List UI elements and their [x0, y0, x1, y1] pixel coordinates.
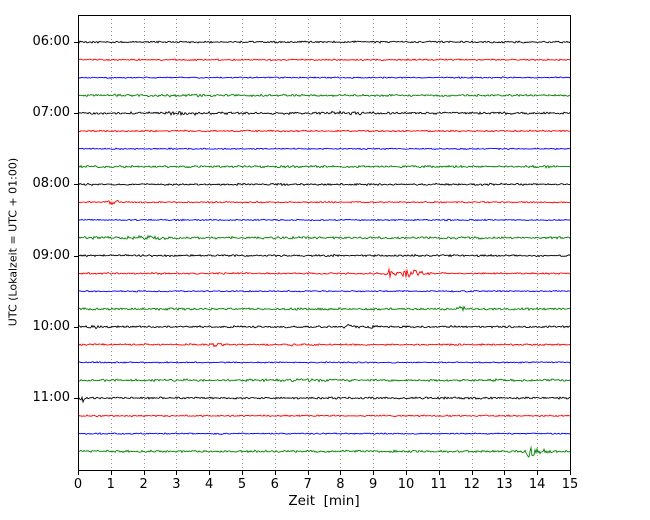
- x-tick-label: 0: [73, 477, 83, 492]
- x-axis-title: Zeit [min]: [288, 493, 360, 509]
- x-tick-label: 3: [172, 477, 181, 492]
- x-tick-label: 9: [369, 477, 378, 492]
- x-tick-label: 4: [205, 477, 214, 492]
- y-tick-label: 09:00: [32, 247, 70, 263]
- x-tick-label: 5: [237, 477, 247, 492]
- y-tick-label: 08:00: [32, 176, 70, 192]
- x-tick-label: 13: [496, 477, 513, 492]
- x-tick-label: 6: [270, 477, 279, 492]
- x-tick-label: 12: [463, 477, 480, 492]
- x-tick-label: 14: [528, 477, 546, 492]
- x-tick-label: 1: [106, 477, 115, 492]
- y-tick-label: 11:00: [32, 390, 70, 405]
- y-tick-label: 06:00: [32, 34, 70, 49]
- x-tick-label: 11: [430, 477, 448, 492]
- y-tick-label: 07:00: [32, 105, 70, 121]
- x-tick-label: 10: [397, 477, 415, 492]
- x-tick-label: 8: [336, 477, 345, 492]
- x-tick-label: 15: [561, 477, 579, 492]
- y-tick-label: 10:00: [32, 318, 70, 334]
- x-tick-label: 2: [139, 477, 148, 492]
- x-tick-label: 7: [303, 477, 312, 492]
